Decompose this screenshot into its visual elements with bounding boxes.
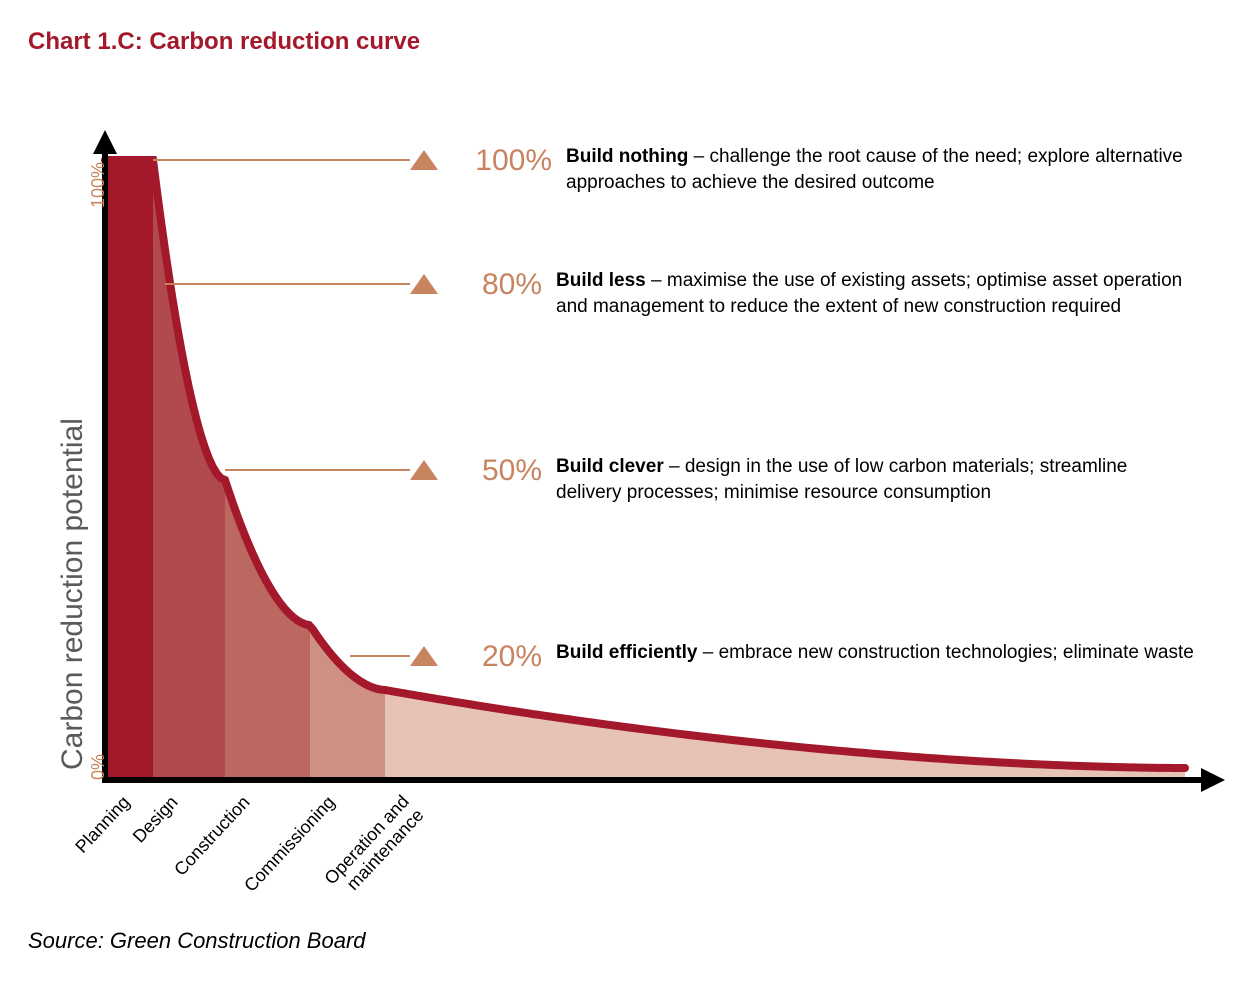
annotation-build-efficiently: 20% Build efficiently – embrace new cons… [410,640,1194,674]
annotation-build-less: 80% Build less – maximise the use of exi… [410,268,1196,319]
x-axis-arrowhead [1201,768,1225,792]
annotation-build-clever: 50% Build clever – design in the use of … [410,454,1196,505]
annotation-title: Build efficiently [556,642,697,663]
phase-area [310,625,385,780]
annotation-percent: 50% [452,454,542,488]
y-tick-0: 0% [88,754,109,780]
annotation-percent: 80% [452,268,542,302]
annotation-percent: 20% [452,640,542,674]
annotation-text: Build nothing – challenge the root cause… [566,144,1206,195]
y-axis-arrowhead [93,130,117,154]
y-tick-100: 100% [88,162,109,208]
chart-title: Chart 1.C: Carbon reduction curve [28,28,420,56]
up-arrow-icon [410,150,438,170]
annotation-text: Build less – maximise the use of existin… [556,268,1196,319]
up-arrow-icon [410,646,438,666]
annotation-desc: – embrace new construction technologies;… [697,642,1193,663]
phase-area [105,160,153,780]
annotation-title: Build nothing [566,146,688,167]
annotation-text: Build efficiently – embrace new construc… [556,640,1194,666]
up-arrow-icon [410,460,438,480]
annotation-title: Build less [556,270,646,291]
up-arrow-icon [410,274,438,294]
annotation-desc: – maximise the use of existing assets; o… [556,270,1182,317]
annotation-title: Build clever [556,456,664,477]
chart-title-text: Chart 1.C: Carbon reduction curve [28,28,420,55]
annotation-text: Build clever – design in the use of low … [556,454,1196,505]
y-axis-label: Carbon reduction potential [56,418,90,770]
annotation-build-nothing: 100% Build nothing – challenge the root … [410,144,1206,195]
annotation-percent: 100% [452,144,552,178]
chart-source: Source: Green Construction Board [28,928,366,954]
